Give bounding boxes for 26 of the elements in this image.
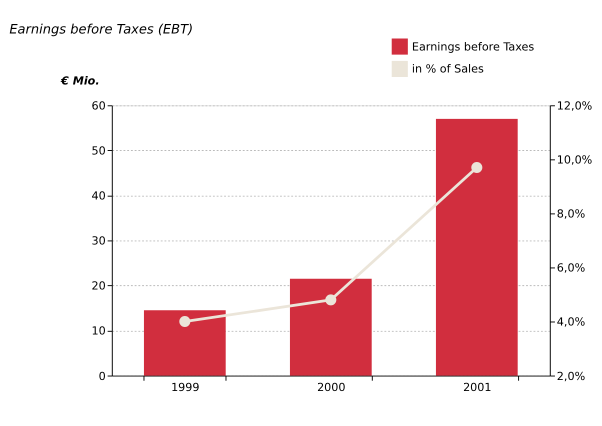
legend-label: in % of Sales [412, 62, 484, 76]
y-tick-label: 30 [92, 234, 106, 248]
chart-title: Earnings before Taxes (EBT) [9, 22, 194, 38]
bar [290, 278, 372, 376]
y-axis-title: € Mio. [60, 74, 100, 88]
x-tick-label: 1999 [171, 380, 200, 394]
point [471, 162, 482, 173]
y2-tick-label: 10,0% [556, 154, 592, 167]
point [325, 294, 336, 306]
x-tick-label: 2000 [317, 380, 346, 394]
y2-tick-label: 4,0% [556, 316, 586, 329]
y-tick-label: 60 [92, 100, 106, 113]
bar [144, 310, 226, 376]
legend-label: Earnings before Taxes [412, 40, 534, 54]
bar [436, 118, 518, 376]
x-tick-label: 2001 [463, 380, 492, 394]
y-tick-label: 0 [98, 370, 106, 383]
y2-tick-label: 2,0% [556, 370, 586, 383]
y2-tick-label: 6,0% [556, 262, 586, 275]
y2-tick-label: 8,0% [556, 208, 586, 221]
y-tick-label: 20 [92, 280, 106, 293]
y-tick-label: 50 [92, 144, 106, 158]
point [179, 316, 190, 328]
y-tick-label: 40 [92, 190, 106, 203]
y2-tick-label: 12,0% [556, 100, 592, 113]
y-tick-label: 10 [92, 324, 106, 338]
